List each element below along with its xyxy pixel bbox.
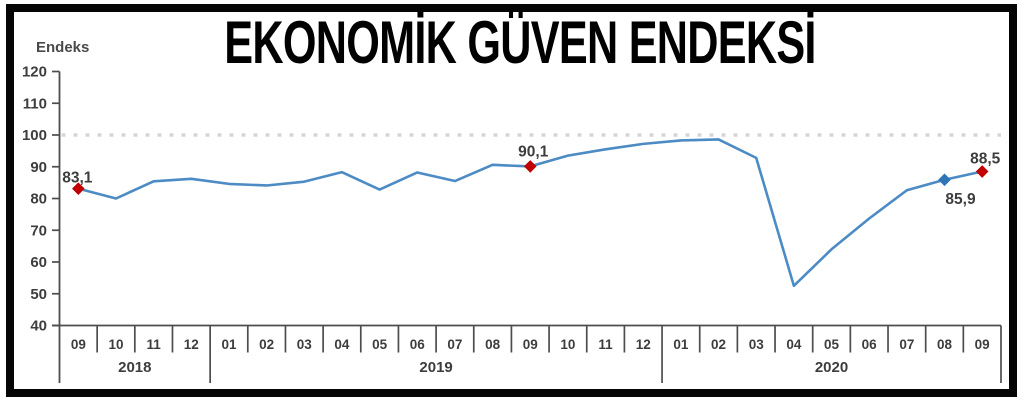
month-label: 02 <box>711 337 726 352</box>
month-label: 02 <box>259 337 274 352</box>
month-label: 03 <box>749 337 765 352</box>
month-label: 09 <box>975 337 990 352</box>
month-label: 03 <box>297 337 313 352</box>
month-label: 06 <box>410 337 426 352</box>
year-label: 2019 <box>419 359 452 376</box>
month-label: 09 <box>523 337 538 352</box>
data-point-label: 90,1 <box>518 143 549 160</box>
month-label: 05 <box>372 337 388 352</box>
month-label: 10 <box>560 337 575 352</box>
chart-title: EKONOMİK GÜVEN ENDEKSİ <box>224 9 816 76</box>
year-label: 2020 <box>815 359 848 376</box>
y-axis-tick-label: 90 <box>30 159 47 176</box>
month-label: 08 <box>485 337 501 352</box>
y-axis-tick-label: 70 <box>30 222 47 239</box>
month-label: 01 <box>221 337 237 352</box>
y-axis-tick-label: 110 <box>23 95 47 112</box>
data-point-marker <box>975 165 989 178</box>
month-label: 12 <box>636 337 651 352</box>
month-label: 06 <box>862 337 878 352</box>
month-label: 09 <box>71 337 86 352</box>
year-label: 2018 <box>118 359 151 376</box>
y-axis-tick-label: 120 <box>22 64 47 81</box>
month-label: 12 <box>184 337 199 352</box>
month-label: 10 <box>108 337 123 352</box>
month-label: 08 <box>937 337 953 352</box>
month-label: 11 <box>147 337 162 352</box>
y-axis-tick-label: 100 <box>22 127 47 144</box>
y-axis-unit-label: Endeks <box>36 39 90 56</box>
month-label: 04 <box>334 337 350 352</box>
y-axis-tick-label: 80 <box>30 191 47 208</box>
month-label: 04 <box>786 337 802 352</box>
data-point-marker <box>72 182 85 195</box>
month-label: 11 <box>598 337 613 352</box>
y-axis-tick-label: 50 <box>30 286 47 303</box>
month-label: 07 <box>447 337 462 352</box>
data-point-marker <box>938 173 951 187</box>
data-point-label: 88,5 <box>970 151 1001 168</box>
month-label: 01 <box>673 337 689 352</box>
data-point-marker <box>523 160 537 173</box>
y-axis-tick-label: 60 <box>30 254 47 271</box>
data-point-label: 85,9 <box>945 191 976 208</box>
month-label: 07 <box>899 337 914 352</box>
month-label: 05 <box>824 337 840 352</box>
data-point-label: 83,1 <box>62 170 93 187</box>
y-axis-tick-label: 40 <box>30 318 47 335</box>
